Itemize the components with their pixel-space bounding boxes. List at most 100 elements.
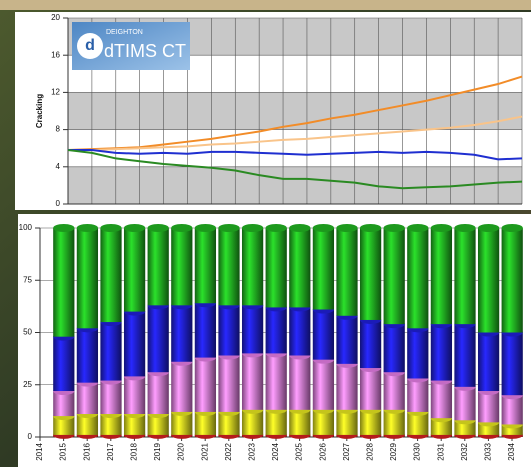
bar-segment bbox=[289, 224, 311, 308]
series-line bbox=[68, 115, 523, 152]
bar-chart: 0 25 50 75 100 2014 2015 2016 2017 2018 2019 2020 20… bbox=[19, 223, 523, 461]
series-line bbox=[67, 75, 523, 152]
x-tick-label: 2017 bbox=[106, 442, 115, 460]
segment-body bbox=[147, 305, 169, 373]
bar-segment bbox=[241, 405, 264, 435]
segment-body bbox=[147, 228, 169, 306]
bar-segment bbox=[336, 311, 358, 364]
segment-body bbox=[501, 228, 523, 333]
segment-body bbox=[76, 228, 99, 329]
band bbox=[68, 166, 522, 204]
y-tick-label: 75 bbox=[23, 275, 32, 284]
segment-body bbox=[430, 418, 453, 435]
bar-segment bbox=[359, 224, 382, 320]
bar-segment bbox=[218, 407, 240, 435]
x-tick-label: 2032 bbox=[460, 442, 469, 460]
bar-segment bbox=[100, 318, 122, 381]
bar-segment bbox=[336, 359, 358, 410]
y-tick-label: 0 bbox=[28, 432, 33, 441]
bar-segment bbox=[501, 224, 523, 333]
segment-top bbox=[430, 224, 453, 232]
x-tick-label: 2014 bbox=[35, 442, 44, 460]
logo-circle bbox=[77, 33, 103, 59]
segment-body bbox=[53, 391, 75, 417]
segment-body bbox=[359, 319, 382, 369]
bar-segment bbox=[241, 224, 264, 306]
segment-body bbox=[312, 228, 335, 310]
bar-segment bbox=[194, 407, 217, 435]
segment-body bbox=[123, 414, 146, 435]
bar-segment bbox=[383, 368, 405, 410]
bar-segment bbox=[289, 351, 311, 410]
segment-body bbox=[218, 411, 240, 435]
bar-segment bbox=[194, 299, 217, 358]
segment-body bbox=[477, 391, 500, 423]
bar-segment bbox=[265, 349, 287, 410]
segment-body bbox=[336, 409, 358, 435]
segment-body bbox=[147, 372, 169, 415]
segment-top bbox=[407, 224, 429, 232]
segment-body bbox=[171, 228, 193, 306]
bar-segment bbox=[147, 224, 169, 306]
bar-segment bbox=[218, 301, 240, 356]
segment-body bbox=[383, 324, 405, 373]
bar-segment bbox=[359, 405, 382, 435]
bar-segment bbox=[218, 224, 240, 306]
x-tick-label: 2024 bbox=[271, 442, 280, 460]
logo: d DEIGHTON dTIMS CT bbox=[72, 22, 190, 70]
x-tick-label: 2021 bbox=[200, 442, 209, 460]
segment-top bbox=[289, 224, 311, 232]
segment-body bbox=[123, 376, 146, 415]
segment-body bbox=[454, 228, 476, 325]
x-tick-label: 2031 bbox=[436, 442, 445, 460]
line-chart: 0 4 8 12 16 20 Cracking bbox=[35, 13, 523, 208]
segment-body bbox=[454, 420, 476, 435]
segment-body bbox=[359, 368, 382, 410]
segment-body bbox=[430, 380, 453, 419]
bar-segment bbox=[100, 376, 122, 415]
segment-body bbox=[76, 414, 99, 435]
bar-segment bbox=[265, 303, 287, 354]
bar-segment bbox=[430, 320, 453, 381]
segment-top bbox=[477, 224, 500, 232]
logo-d: d bbox=[85, 37, 95, 54]
segment-body bbox=[218, 228, 240, 306]
bar-segment bbox=[477, 328, 500, 392]
bar-segment bbox=[265, 224, 287, 308]
segment-top bbox=[218, 224, 240, 232]
bar-segment bbox=[359, 364, 382, 410]
segment-body bbox=[383, 409, 405, 435]
segment-body bbox=[100, 414, 122, 435]
bar-segment bbox=[336, 405, 358, 435]
segment-body bbox=[265, 228, 287, 308]
segment-body bbox=[147, 414, 169, 435]
bar-segment bbox=[454, 382, 476, 421]
x-tick-label: 2028 bbox=[366, 442, 375, 460]
bar-segment bbox=[123, 372, 146, 415]
band bbox=[68, 92, 522, 130]
segment-body bbox=[430, 228, 453, 325]
top-strip bbox=[0, 0, 531, 10]
segment-top bbox=[265, 224, 287, 232]
series-line bbox=[67, 149, 523, 190]
segment-body bbox=[336, 363, 358, 410]
segment-body bbox=[53, 336, 75, 392]
bar-segment bbox=[241, 301, 264, 354]
segment-top bbox=[53, 224, 75, 232]
segment-top bbox=[100, 224, 122, 232]
x-tick-label: 2026 bbox=[318, 442, 327, 460]
segment-body bbox=[76, 328, 99, 383]
segment-body bbox=[100, 322, 122, 381]
bar-segment bbox=[76, 324, 99, 383]
segment-body bbox=[430, 324, 453, 381]
bar-segment bbox=[147, 301, 169, 373]
segment-body bbox=[265, 307, 287, 354]
segment-body bbox=[194, 357, 217, 412]
segment-body bbox=[407, 328, 429, 379]
bar-segment bbox=[123, 224, 146, 312]
bar-segment bbox=[53, 332, 75, 392]
y-tick-label: 4 bbox=[56, 162, 61, 171]
segment-body bbox=[241, 409, 264, 435]
bar-segment bbox=[383, 224, 405, 325]
segment-body bbox=[407, 228, 429, 329]
